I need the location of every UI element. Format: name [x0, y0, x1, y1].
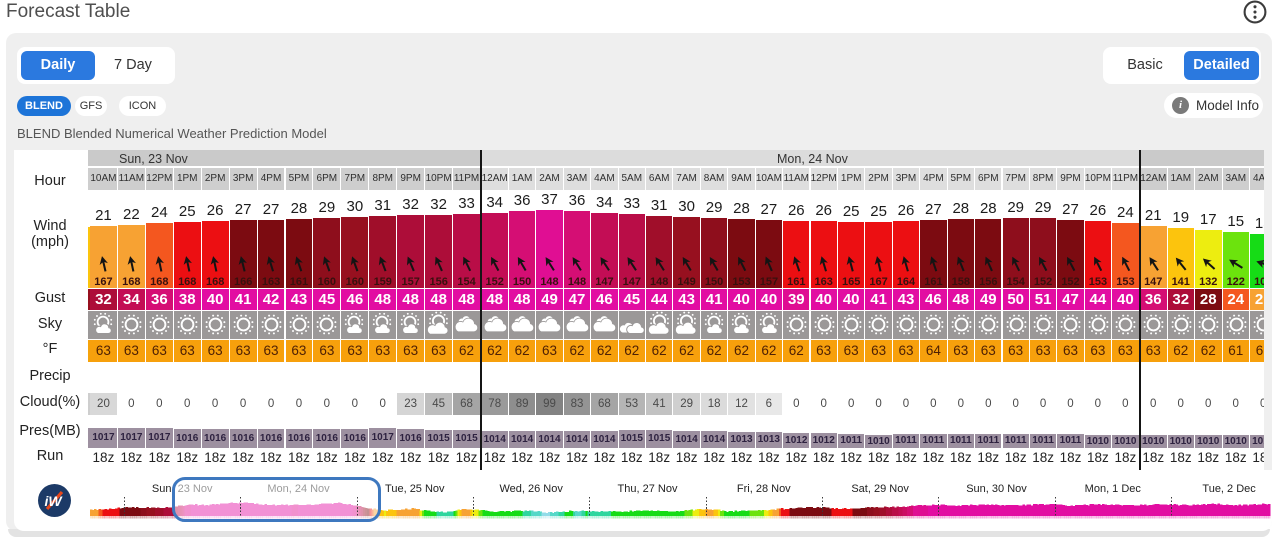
- svg-text:iW: iW: [45, 493, 64, 509]
